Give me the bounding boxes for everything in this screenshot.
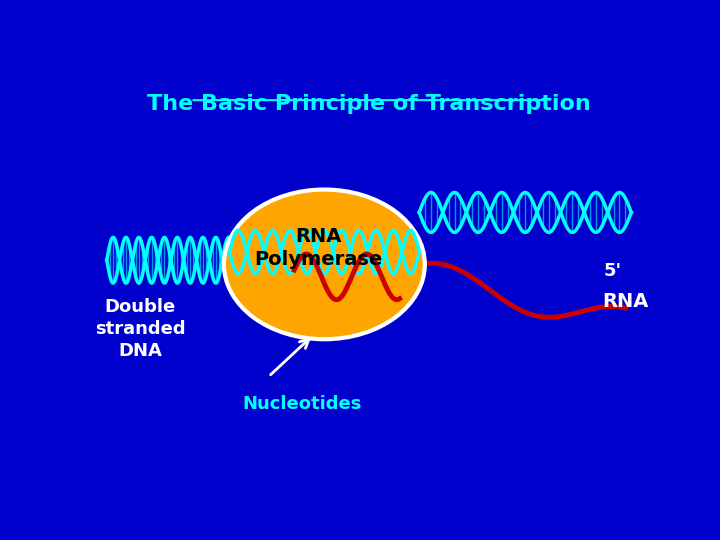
Text: Nucleotides: Nucleotides (243, 395, 361, 413)
Text: Double
stranded
DNA: Double stranded DNA (95, 298, 186, 360)
Circle shape (224, 190, 425, 339)
Text: RNA
Polymerase: RNA Polymerase (255, 226, 383, 269)
Text: RNA: RNA (602, 292, 649, 311)
Text: 5': 5' (603, 261, 621, 280)
Text: The Basic Principle of Transcription: The Basic Principle of Transcription (147, 94, 591, 114)
